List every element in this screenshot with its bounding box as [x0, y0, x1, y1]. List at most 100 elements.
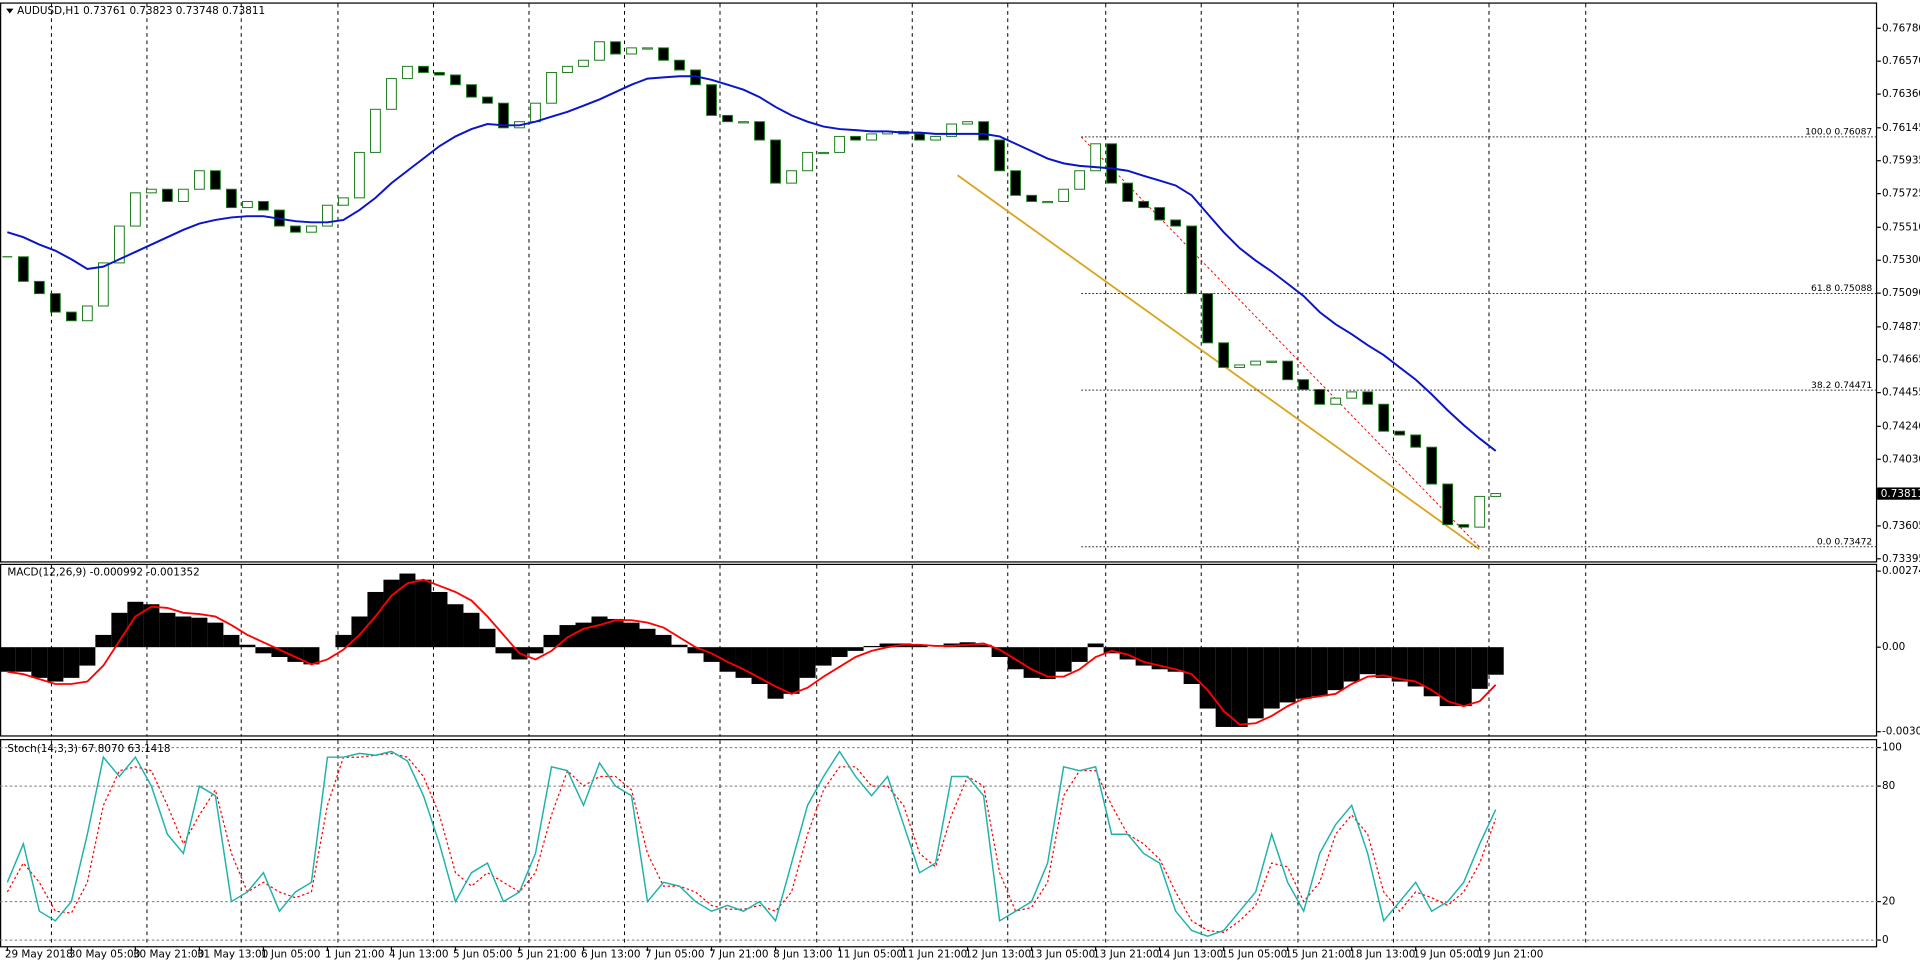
x-tick-label: 15 Jun 21:00 [1285, 949, 1351, 961]
candle [1458, 524, 1470, 528]
stoch-header: Stoch(14,3,3) 67.8070 63.1418 [7, 743, 170, 755]
macd-bar [1391, 647, 1408, 682]
macd-bar [591, 616, 608, 648]
collapse-icon[interactable] [6, 8, 14, 14]
macd-bar [15, 647, 32, 672]
candle [834, 135, 845, 153]
candle [322, 204, 333, 227]
candle [434, 71, 445, 76]
macd-bar [575, 622, 592, 648]
macd-bar [831, 647, 848, 658]
macd-bar [1407, 647, 1424, 687]
x-tick-label: 30 May 21:00 [133, 949, 204, 961]
candle [642, 47, 653, 50]
macd-bar [703, 647, 720, 662]
y-tick-label: 0.74875 [1882, 321, 1920, 333]
candle [466, 84, 477, 98]
candle [1202, 293, 1214, 344]
candle [1058, 188, 1070, 202]
y-tick-label: 0.73605 [1882, 520, 1920, 532]
x-tick-label: 29 May 2018 [5, 949, 73, 961]
x-tick-label: 5 Jun 05:00 [453, 949, 512, 961]
y-tick-label: 80 [1882, 780, 1895, 792]
candle [866, 133, 877, 141]
macd-bar [367, 591, 384, 648]
macd-bar [559, 625, 576, 648]
macd-bar [1311, 647, 1328, 697]
macd-bar [415, 579, 432, 648]
candle [226, 188, 237, 209]
candle [674, 59, 685, 71]
x-tick-label: 15 Jun 05:00 [1221, 949, 1287, 961]
macd-bar [1071, 647, 1088, 662]
y-tick-label: 0.00 [1882, 641, 1905, 653]
candle [354, 151, 365, 199]
x-tick-label: 30 May 05:00 [69, 949, 140, 961]
candle [1090, 143, 1102, 172]
y-tick-label: 0 [1882, 934, 1889, 946]
macd-bar [815, 647, 832, 666]
macd-bar [1375, 647, 1392, 678]
y-tick-label: 100 [1882, 742, 1902, 754]
candle [1266, 360, 1278, 363]
macd-bar [303, 647, 320, 665]
macd-bar [1247, 647, 1264, 719]
candle [610, 41, 621, 55]
candle [1282, 360, 1294, 381]
macd-bar [1231, 647, 1248, 727]
candle [370, 108, 381, 153]
stoch-main [6, 750, 1497, 938]
x-tick-label: 1 Jun 05:00 [261, 949, 320, 961]
candle [242, 200, 253, 209]
candle [594, 41, 605, 61]
macd-bar [1359, 647, 1376, 675]
macd-bar [111, 612, 128, 648]
fib-label: 100.0 0.76087 [1805, 126, 1872, 137]
x-tick-label: 19 Jun 05:00 [1413, 949, 1479, 961]
macd-bar [95, 634, 112, 648]
x-tick-label: 13 Jun 05:00 [1029, 949, 1095, 961]
vertical-grid [50, 3, 1587, 948]
macd-bar [207, 622, 224, 648]
candle [1426, 446, 1438, 485]
macd-bar [1263, 647, 1280, 709]
x-tick-label: 4 Jun 13:00 [389, 949, 448, 961]
y-tick-label: 0.76145 [1882, 122, 1920, 134]
y-tick-label: 20 [1882, 896, 1895, 908]
candle [530, 102, 541, 123]
macd-bar [239, 644, 256, 648]
macd-bar [527, 647, 544, 654]
candle [1042, 200, 1053, 204]
price-tag-label: 0.73811 [1881, 488, 1920, 500]
candle [1362, 391, 1374, 405]
fib-label: 61.8 0.75088 [1811, 283, 1872, 294]
candle [1234, 364, 1246, 368]
x-tick-label: 6 Jun 13:00 [581, 949, 640, 961]
candle [1298, 379, 1310, 391]
candle [482, 96, 493, 104]
x-tick-label: 8 Jun 13:00 [773, 949, 832, 961]
candle [33, 280, 45, 295]
y-tick-label: 0.75725 [1882, 188, 1920, 200]
candle [1106, 143, 1118, 184]
macd-bar [31, 647, 48, 678]
macd-bar [351, 616, 368, 648]
x-tick-label: 31 May 13:00 [197, 949, 268, 961]
candle [962, 121, 973, 125]
macd-bar [607, 618, 624, 648]
candle [946, 123, 957, 137]
macd-bar [63, 647, 80, 678]
y-tick-label: 0.73395 [1882, 553, 1920, 565]
macd-bar [847, 647, 864, 651]
candle [306, 225, 317, 233]
macd-bar [1087, 643, 1104, 648]
macd-bar [159, 612, 176, 648]
macd-bar [255, 647, 272, 654]
candle [1314, 389, 1326, 405]
macd-bar [991, 647, 1008, 658]
